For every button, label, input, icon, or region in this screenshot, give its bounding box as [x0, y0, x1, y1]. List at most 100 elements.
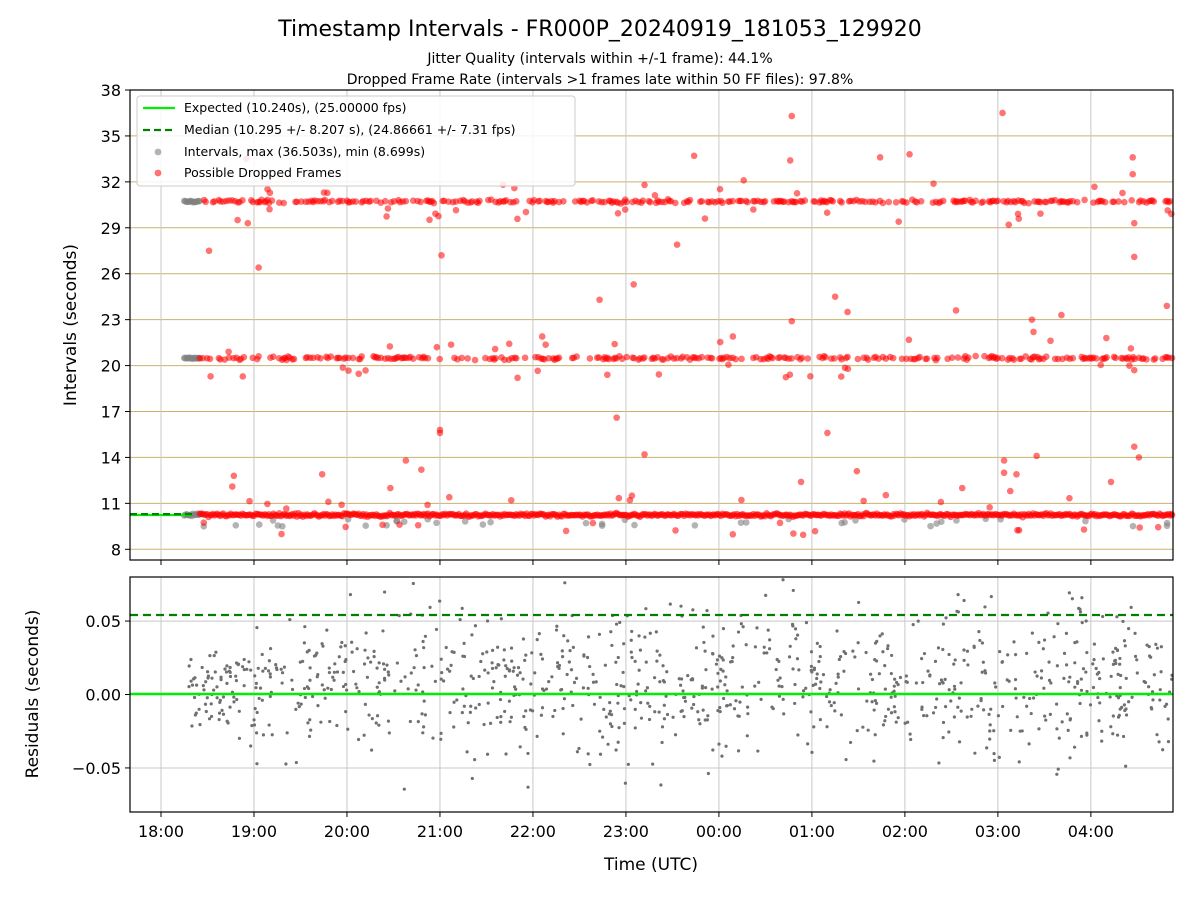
residual-point — [955, 609, 959, 613]
legend-intervals-label: Intervals, max (36.503s), min (8.699s) — [184, 144, 425, 159]
interval-point — [852, 517, 859, 524]
dropped-frame-point — [641, 451, 648, 458]
residual-point — [741, 625, 745, 629]
dropped-frame-point — [1037, 210, 1044, 217]
residual-point — [303, 625, 307, 629]
residual-point — [562, 634, 566, 638]
residual-point — [263, 666, 268, 670]
residual-point — [490, 666, 495, 671]
dropped-frame-point — [1015, 526, 1023, 534]
residual-point — [1088, 703, 1093, 707]
residual-point — [746, 705, 750, 709]
dropped-frame-point — [801, 197, 809, 204]
dropped-frame-point — [445, 493, 453, 501]
residual-point — [303, 695, 307, 700]
dropped-frame-point — [1066, 494, 1073, 502]
residual-point — [648, 631, 652, 635]
residual-point — [497, 663, 501, 667]
dropped-frame-point — [1135, 454, 1143, 461]
residual-point — [1085, 733, 1089, 737]
residual-point — [288, 617, 292, 622]
residual-point — [250, 723, 254, 728]
x-tick-label: 22:00 — [510, 822, 556, 841]
residual-point — [421, 639, 425, 644]
residual-point — [931, 711, 936, 715]
residual-point — [355, 686, 359, 690]
dropped-frame-point — [433, 343, 441, 351]
residual-point — [350, 640, 354, 644]
residual-point — [308, 666, 312, 670]
dropped-frame-point — [604, 371, 611, 379]
residual-point — [237, 736, 242, 740]
residual-point — [325, 628, 329, 632]
residual-point — [533, 671, 537, 675]
residual-point — [721, 669, 725, 673]
residual-point — [1108, 695, 1112, 699]
residual-point — [439, 677, 443, 681]
residual-point — [495, 715, 499, 720]
dropped-frame-point — [732, 355, 739, 363]
residual-point — [204, 680, 208, 684]
residual-point — [448, 710, 452, 715]
residual-point — [395, 661, 399, 665]
residual-point — [598, 729, 602, 733]
residual-point — [502, 658, 506, 662]
residual-point — [260, 652, 264, 657]
top-y-tick-label: 23 — [101, 311, 121, 330]
dropped-frame-point — [255, 352, 262, 360]
residual-point — [247, 660, 251, 664]
residual-point — [308, 678, 312, 682]
residual-point — [610, 643, 614, 648]
residual-point — [322, 688, 326, 692]
residual-point — [1148, 654, 1152, 658]
residual-point — [488, 721, 493, 725]
residual-point — [518, 671, 522, 675]
residual-point — [594, 680, 598, 684]
residual-point — [1068, 717, 1073, 721]
residual-point — [260, 698, 264, 702]
dropped-frame-point — [426, 216, 433, 224]
residual-point — [498, 697, 503, 702]
residual-point — [420, 712, 424, 716]
residual-point — [819, 680, 823, 684]
dropped-frame-point — [447, 341, 455, 348]
interval-point — [461, 518, 469, 525]
interval-point — [598, 522, 606, 529]
dropped-frame-point — [1129, 154, 1137, 161]
residual-point — [477, 674, 481, 679]
residual-point — [723, 683, 727, 687]
residual-point — [470, 776, 474, 781]
interval-point — [742, 519, 750, 526]
residual-point — [509, 646, 514, 650]
residual-point — [225, 681, 229, 685]
residual-point — [892, 705, 896, 709]
residual-point — [1149, 706, 1153, 710]
residual-point — [678, 683, 683, 687]
residual-point — [988, 729, 992, 733]
dropped-frame-point — [750, 206, 757, 213]
residual-point — [529, 682, 533, 686]
residual-point — [653, 710, 657, 714]
residual-point — [639, 701, 643, 705]
residual-point — [1133, 654, 1138, 658]
residual-point — [468, 710, 472, 714]
dropped-frame-point — [686, 196, 694, 204]
residual-point — [652, 676, 657, 680]
residual-point — [716, 671, 720, 675]
residual-point — [302, 686, 307, 691]
residual-point — [981, 660, 985, 664]
residual-point — [828, 688, 832, 692]
residual-point — [1121, 734, 1126, 739]
dropped-frame-point — [879, 199, 887, 207]
dropped-frame-point — [507, 496, 515, 504]
residual-point — [959, 709, 963, 713]
residual-point — [416, 720, 420, 724]
residual-point — [903, 721, 907, 725]
residual-point — [526, 785, 530, 789]
residual-point — [523, 725, 527, 730]
residual-point — [848, 740, 853, 745]
residual-point — [864, 650, 868, 655]
residual-point — [832, 701, 836, 705]
dropped-frame-point — [1028, 316, 1036, 323]
